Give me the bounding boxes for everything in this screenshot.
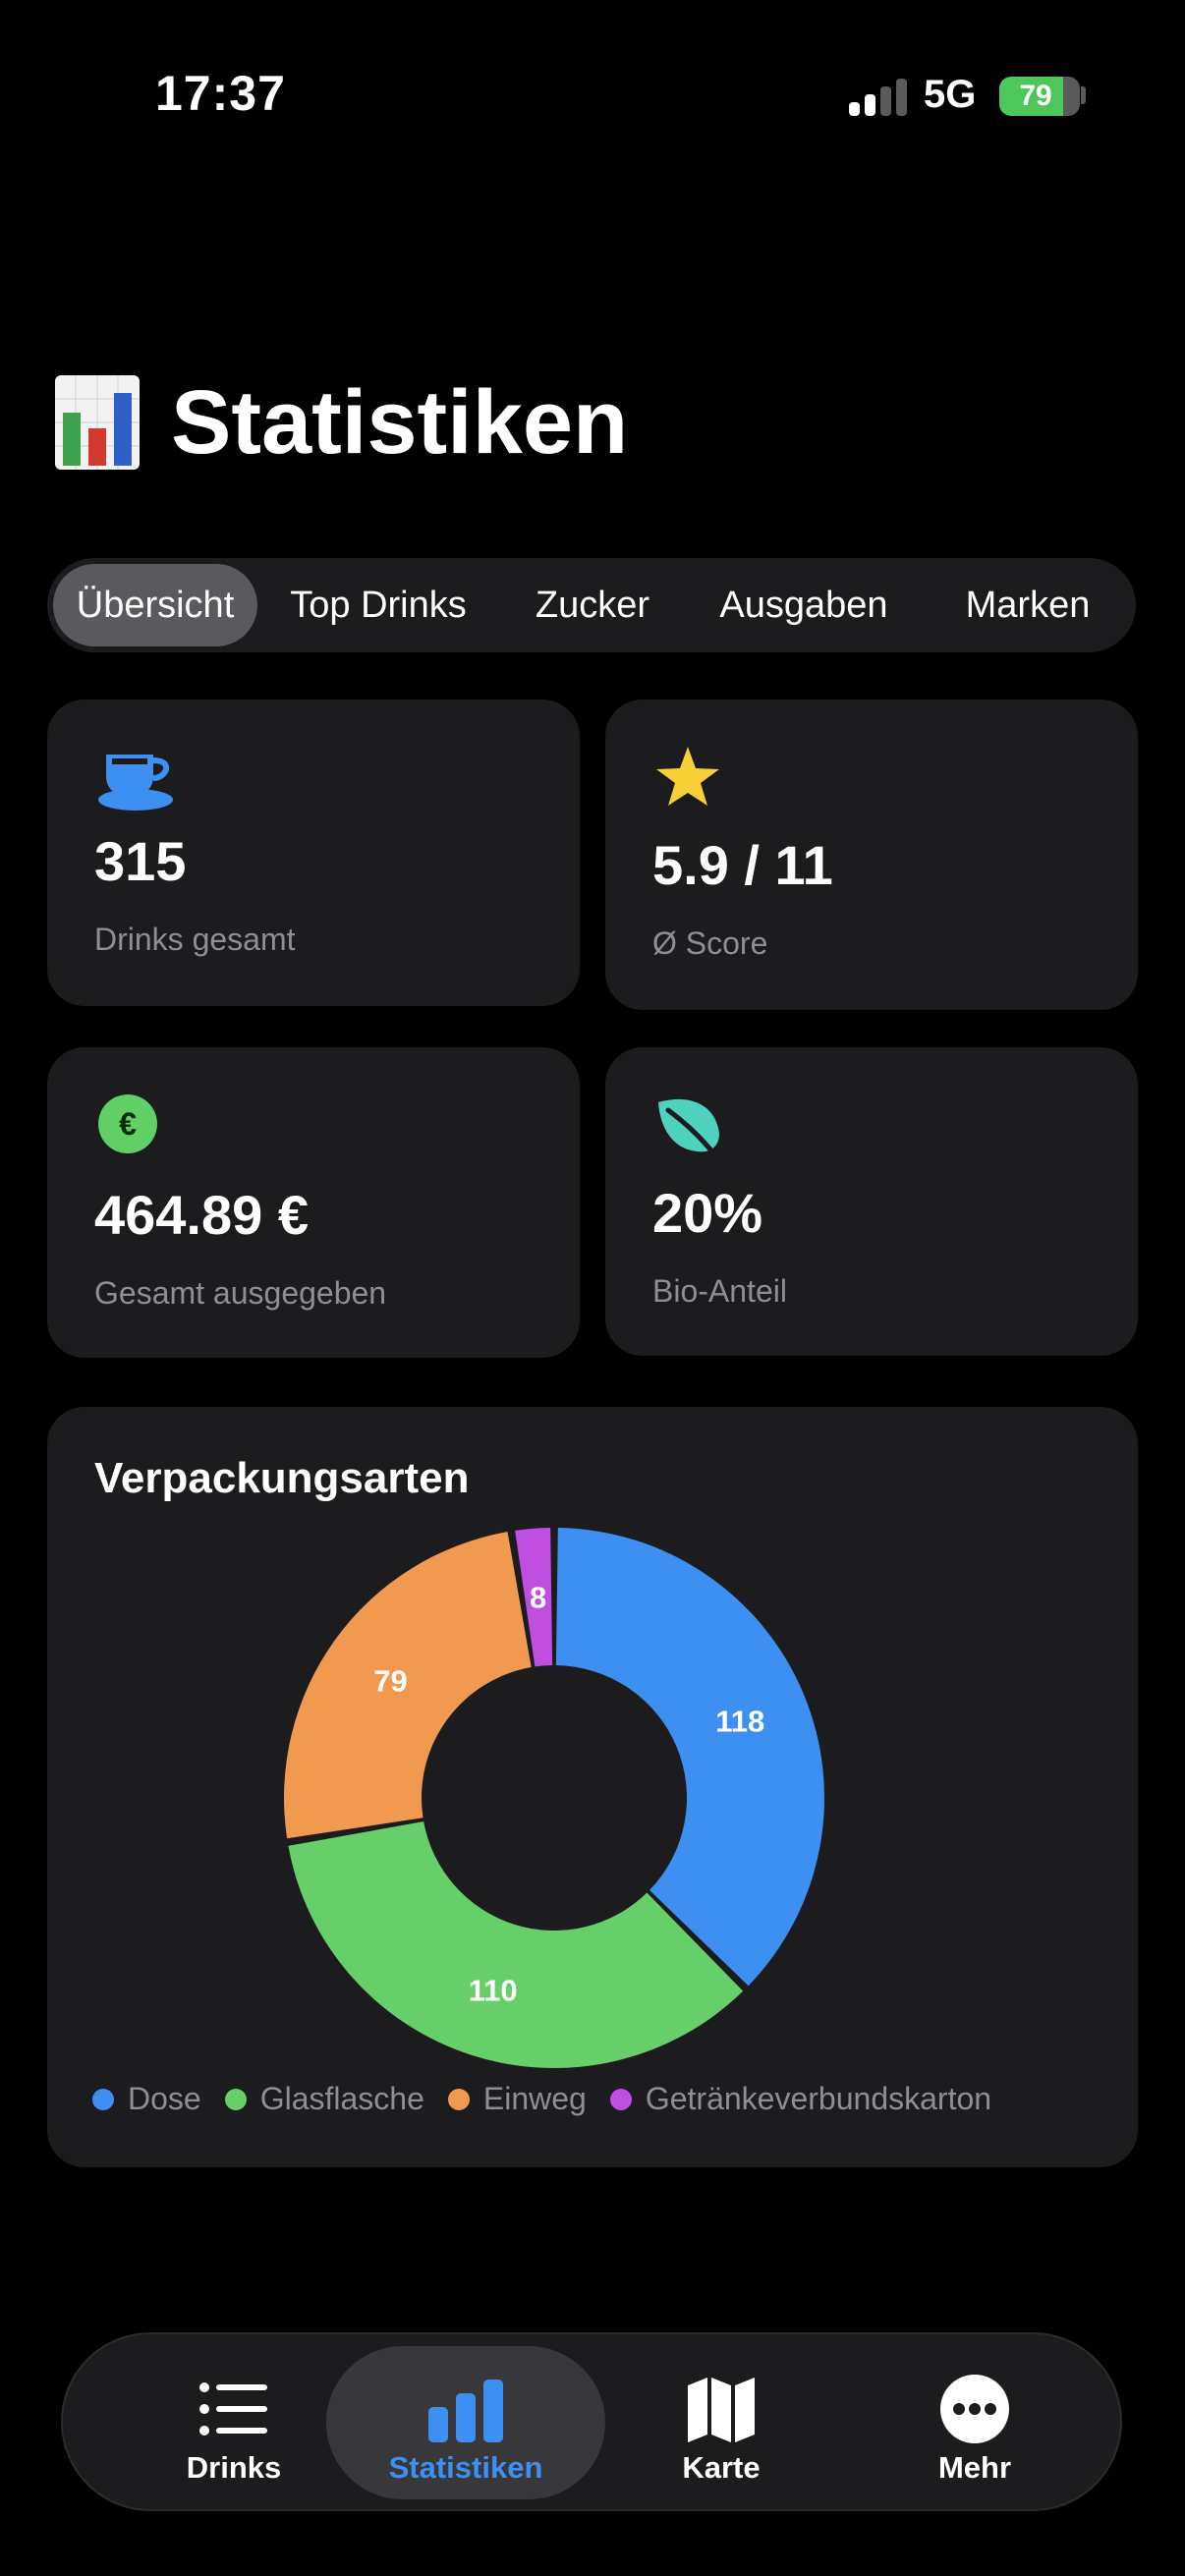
donut-value-label: 118	[715, 1704, 764, 1738]
tab-top-drinks[interactable]: Top Drinks	[290, 585, 467, 626]
legend-item: Glasflasche	[224, 2081, 424, 2117]
donut-slice-glasflasche	[288, 1820, 744, 2068]
tabbar-item-karte[interactable]: Karte	[582, 2346, 861, 2499]
legend-label: Glasflasche	[259, 2081, 424, 2116]
chart-legend: Dose Glasflasche Einweg Getränkeverbunds…	[92, 2081, 991, 2117]
stat-card-bio: 20% Bio-Anteil	[605, 1047, 1138, 1356]
legend-dot	[92, 2088, 114, 2110]
svg-text:€: €	[119, 1106, 137, 1142]
cup-icon	[98, 755, 173, 811]
status-time: 17:37	[155, 66, 286, 121]
stat-label: Drinks gesamt	[94, 922, 296, 957]
network-type: 5G	[924, 73, 977, 116]
status-bar: 17:37 5G 79	[0, 0, 1185, 196]
stat-label: Bio-Anteil	[652, 1273, 787, 1309]
stat-value: 20%	[652, 1182, 763, 1244]
tab-marken[interactable]: Marken	[965, 585, 1091, 626]
stat-label: Ø Score	[652, 925, 768, 961]
tab-zucker[interactable]: Zucker	[535, 585, 650, 626]
legend-dot	[447, 2088, 470, 2110]
map-icon	[688, 2378, 755, 2442]
page-title: Statistiken	[55, 368, 628, 476]
stat-label: Gesamt ausgegeben	[94, 1275, 387, 1311]
stat-card-drinks: 315 Drinks gesamt	[47, 700, 580, 1006]
list-icon	[199, 2382, 267, 2436]
stat-value: 464.89 €	[94, 1184, 309, 1246]
legend-item: Dose	[92, 2081, 201, 2117]
tab-bar: Drinks Statistiken Karte Mehr	[61, 2332, 1122, 2511]
bar-chart-icon	[428, 2380, 503, 2442]
tab-label: Drinks	[186, 2450, 282, 2485]
more-icon	[940, 2375, 1009, 2443]
tabbar-item-drinks[interactable]: Drinks	[94, 2346, 373, 2499]
legend-label: Getränkeverbundskarton	[645, 2081, 992, 2116]
legend-item: Einweg	[447, 2081, 587, 2117]
tab-label: Karte	[682, 2450, 761, 2485]
tabbar-item-mehr[interactable]: Mehr	[835, 2346, 1114, 2499]
stat-card-spent: € 464.89 € Gesamt ausgegeben	[47, 1047, 580, 1358]
donut-value-label: 110	[469, 1973, 518, 2007]
segmented-control: Übersicht Top Drinks Zucker Ausgaben Mar…	[47, 558, 1136, 652]
legend-item: Getränkeverbundskarton	[609, 2081, 992, 2117]
stat-value: 5.9 / 11	[652, 834, 833, 896]
legend-dot	[224, 2088, 247, 2110]
battery-level: 79	[1019, 80, 1052, 112]
battery-cap	[1081, 86, 1086, 104]
signal-icon	[849, 79, 908, 116]
page-title-text: Statistiken	[171, 371, 629, 473]
stat-card-score: 5.9 / 11 Ø Score	[605, 700, 1138, 1010]
tab-ausgaben[interactable]: Ausgaben	[719, 585, 888, 626]
legend-label: Einweg	[482, 2081, 587, 2116]
chart-title: Verpackungsarten	[94, 1454, 470, 1502]
star-icon	[656, 747, 719, 806]
tab-label: Mehr	[937, 2450, 1012, 2485]
leaf-icon	[658, 1098, 719, 1158]
tabbar-item-statistiken[interactable]: Statistiken	[326, 2346, 605, 2499]
bar-chart-emoji-icon	[55, 375, 140, 470]
legend-label: Dose	[128, 2081, 201, 2116]
donut-value-label: 79	[373, 1663, 407, 1698]
tab-label: Statistiken	[388, 2450, 543, 2485]
chart-card-verpackungsarten: Verpackungsarten 118 110 79 8 Dose Glasflas…	[47, 1407, 1138, 2167]
battery-icon: 79	[999, 77, 1080, 116]
donut-slice-einweg	[284, 1532, 532, 1839]
donut-chart: 118 110 79 8	[284, 1528, 824, 2068]
tab-uebersicht[interactable]: Übersicht	[53, 564, 257, 646]
stat-value: 315	[94, 830, 187, 892]
donut-value-label: 8	[530, 1581, 546, 1615]
donut-slice-getränkeverbundskarton	[515, 1528, 553, 1667]
donut-slice-dose	[555, 1528, 824, 1987]
legend-dot	[609, 2088, 632, 2110]
euro-icon: €	[98, 1094, 157, 1153]
